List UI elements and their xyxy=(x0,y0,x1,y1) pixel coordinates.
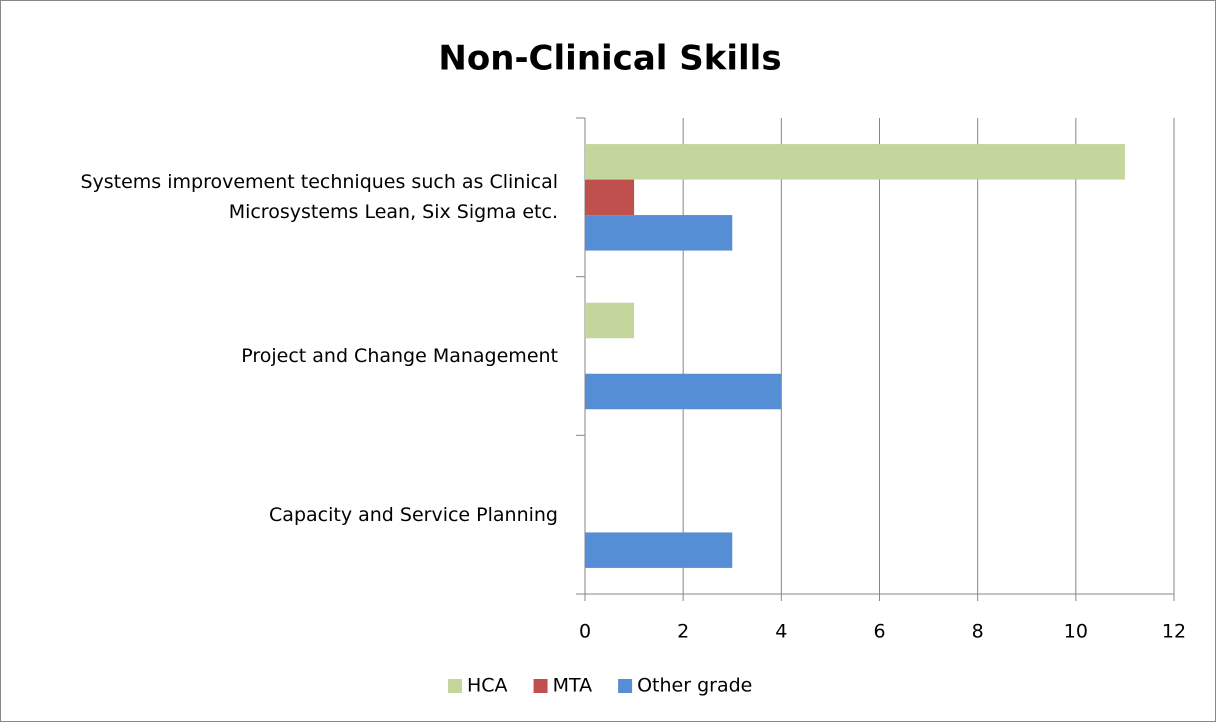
legend-label: HCA xyxy=(467,675,508,697)
bar xyxy=(585,144,1125,180)
bar xyxy=(585,532,733,568)
x-tick-label: 10 xyxy=(1064,621,1088,643)
y-tick-label: Capacity and Service Planning xyxy=(269,503,558,526)
bar xyxy=(585,373,782,410)
bar xyxy=(585,179,635,216)
x-tick-label: 2 xyxy=(677,621,689,643)
x-tick-label: 6 xyxy=(873,621,885,643)
x-tick-label: 12 xyxy=(1162,621,1186,643)
legend-label: Other grade xyxy=(637,675,752,697)
y-tick-label: Systems improvement techniques such as C… xyxy=(80,171,558,224)
x-tick-label: 4 xyxy=(775,621,787,643)
legend-swatch xyxy=(448,679,462,693)
legend-swatch xyxy=(618,679,633,693)
x-tick-label: 0 xyxy=(579,621,591,643)
bar xyxy=(585,302,635,339)
legend-label: MTA xyxy=(553,675,593,697)
y-tick-label: Project and Change Management xyxy=(241,345,558,367)
chart-title: Non-Clinical Skills xyxy=(438,39,781,79)
x-tick-label: 8 xyxy=(972,621,984,643)
legend-swatch xyxy=(533,679,548,693)
bar xyxy=(585,215,733,251)
